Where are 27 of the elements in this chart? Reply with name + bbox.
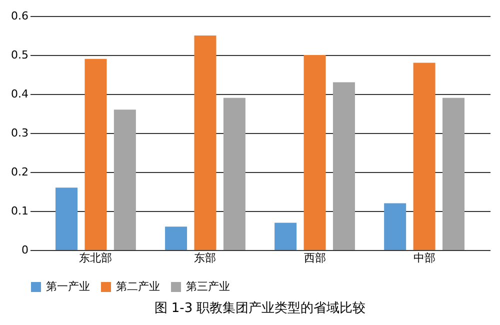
- bar: [442, 98, 464, 250]
- caption: 图 1-3 职教集团产业类型的省域比较: [154, 301, 366, 316]
- y-tick-label: 0.3: [11, 126, 28, 140]
- y-tick-label: 0.1: [11, 204, 28, 218]
- y-tick-label: 0.5: [11, 48, 28, 62]
- y-tick-label: 0.2: [11, 166, 28, 178]
- legend-label: 第三产业: [186, 280, 230, 293]
- bar: [165, 226, 188, 250]
- x-tick-label: 中部: [413, 252, 436, 264]
- legend-label: 第二产业: [116, 280, 160, 293]
- bar: [274, 222, 297, 250]
- bar: [304, 55, 326, 250]
- x-tick-label: 西部: [304, 252, 326, 264]
- bar: [413, 62, 436, 250]
- y-tick-label: 0: [22, 244, 28, 256]
- x-tick-label: 东北部: [79, 252, 112, 264]
- y-tick-label: 0.6: [11, 10, 28, 22]
- x-tick-label: 东部: [194, 252, 216, 264]
- bar: [332, 82, 355, 250]
- bar: [114, 110, 136, 250]
- legend-label: 第一产业: [46, 280, 90, 293]
- bar: [384, 203, 406, 250]
- bar: [223, 98, 246, 250]
- y-tick-label: 0.4: [11, 88, 28, 100]
- bar: [194, 36, 216, 250]
- bar: [56, 188, 78, 250]
- bar: [84, 58, 107, 250]
